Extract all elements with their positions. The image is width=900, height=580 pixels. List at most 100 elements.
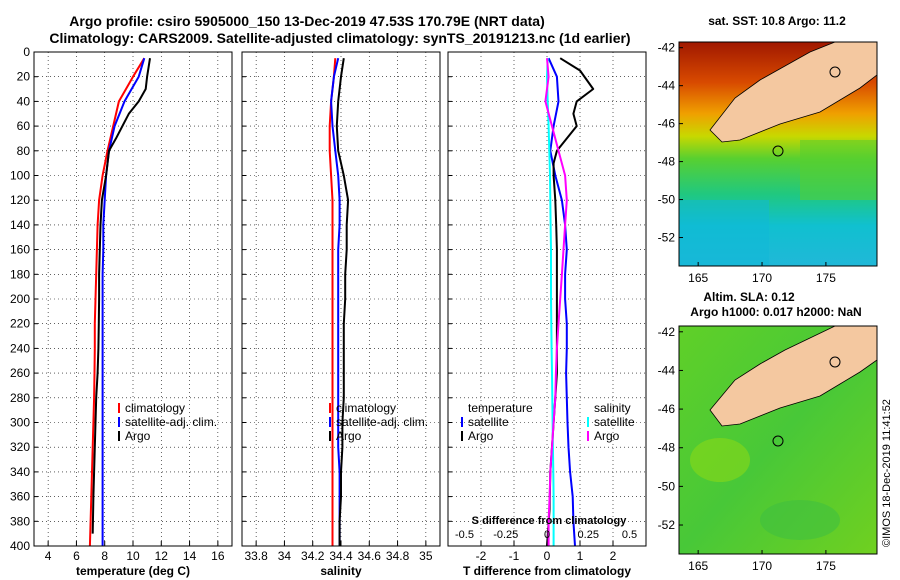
temperature-xtick-label: 10 <box>126 549 140 563</box>
difference-series-s-satellite <box>546 58 555 546</box>
difference-legend-label: satellite <box>468 415 509 429</box>
salinity-xtick-label: 33.8 <box>244 549 268 563</box>
salinity-series-climatology <box>328 58 337 546</box>
temperature-ytick-label: 340 <box>10 465 30 479</box>
difference-series-s-argo <box>544 58 568 546</box>
sla-map-xtick-label: 165 <box>688 559 708 573</box>
sst-map-xtick-label: 175 <box>816 271 836 285</box>
temperature-ytick-label: 320 <box>10 440 30 454</box>
sla-map-ytick-label: -46 <box>658 402 676 416</box>
temperature-ytick-label: 380 <box>10 514 30 528</box>
salinity-series-argo <box>335 58 350 546</box>
salinity-legend-label: climatology <box>336 401 396 415</box>
figure-title-line2: Climatology: CARS2009. Satellite-adjuste… <box>49 30 630 46</box>
difference-s-tick-label: 0.25 <box>578 529 599 541</box>
difference-s-tick-label: 0 <box>544 529 550 541</box>
sla-map-ytick-label: -50 <box>658 479 676 493</box>
salinity-xtick-label: 34.2 <box>301 549 325 563</box>
difference-s-axis-label: S difference from climatology <box>472 515 628 527</box>
temperature-xtick-label: 4 <box>45 549 52 563</box>
salinity-xlabel: salinity <box>320 564 362 578</box>
temperature-xlabel: temperature (deg C) <box>76 564 190 578</box>
new-zealand-land-sla <box>709 326 877 427</box>
temperature-ytick-label: 160 <box>10 243 30 257</box>
sst-map-ytick-label: -52 <box>658 231 676 245</box>
difference-xtick-label: -2 <box>476 549 487 563</box>
temperature-legend-label: satellite-adj. clim. <box>125 415 217 429</box>
sla-map-argo-marker <box>772 435 784 447</box>
difference-s-tick-label: -0.5 <box>455 529 474 541</box>
salinity-xtick-label: 35 <box>419 549 433 563</box>
temperature-series-satellite-adj-clim- <box>101 57 146 546</box>
sst-map-ytick-label: -44 <box>658 79 676 93</box>
temperature-ytick-label: 240 <box>10 341 30 355</box>
sst-map-xtick-label: 170 <box>752 271 772 285</box>
difference-xtick-label: 0 <box>544 549 551 563</box>
temperature-ytick-label: 40 <box>17 94 31 108</box>
sst-map-argo-marker <box>772 145 784 157</box>
temperature-ytick-label: 20 <box>17 70 31 84</box>
sla-map-xtick-label: 175 <box>816 559 836 573</box>
temperature-xtick-label: 8 <box>101 549 108 563</box>
sla-map-ytick-label: -48 <box>658 441 676 455</box>
temperature-panel: 4 6 8 10 12 14 1602040608010012014016018020022… <box>10 45 233 578</box>
temperature-series-climatology <box>88 57 146 547</box>
sla-map-ytick-label: -42 <box>658 325 676 339</box>
temperature-ytick-label: 140 <box>10 218 30 232</box>
sst-map-ytick-label: -46 <box>658 117 676 131</box>
sst-map-title: sat. SST: 10.8 Argo: 11.2 <box>708 14 846 28</box>
sst-map-xtick-label: 165 <box>688 271 708 285</box>
salinity-panel: 33.8 34 34.2 34.4 34.6 34.8 35 salinity climatol… <box>241 51 441 578</box>
difference-s-tick-label: -0.25 <box>493 529 518 541</box>
temperature-ytick-label: 360 <box>10 490 30 504</box>
salinity-xtick-label: 34.4 <box>329 549 353 563</box>
difference-xtick-label: 2 <box>610 549 617 563</box>
sla-map-ytick-label: -52 <box>658 518 676 532</box>
sst-map-ytick-label: -48 <box>658 155 676 169</box>
temperature-ytick-label: 400 <box>10 539 30 553</box>
temperature-series-argo <box>91 58 151 534</box>
temperature-xtick-label: 16 <box>211 549 225 563</box>
salinity-series-satellite-adj-clim- <box>330 57 341 546</box>
sla-map: 165 170 175 -42 -44 -46 -48 -50 -52 <box>658 325 878 573</box>
sst-map-reference-marker <box>829 66 841 78</box>
sst-map-ytick-label: -42 <box>658 41 676 55</box>
temperature-ytick-label: 80 <box>17 144 31 158</box>
difference-legend-label: Argo <box>594 429 620 443</box>
sla-map-subtitle: Argo h1000: 0.017 h2000: NaN <box>690 305 861 319</box>
sla-map-xtick-label: 170 <box>752 559 772 573</box>
temperature-xtick-label: 14 <box>183 549 197 563</box>
difference-legend-salinity-title: salinity <box>594 401 631 415</box>
temperature-ytick-label: 260 <box>10 366 30 380</box>
sla-map-title: Altim. SLA: 0.12 <box>703 290 795 304</box>
difference-s-tick-label: 0.5 <box>622 529 637 541</box>
sst-map: 165 170 175 -42 -44 -46 -48 -50 -52 <box>658 41 878 285</box>
salinity-xtick-label: 34.8 <box>386 549 410 563</box>
temperature-ytick-label: 180 <box>10 267 30 281</box>
difference-legend-label: Argo <box>468 429 494 443</box>
difference-legend-temperature-title: temperature <box>468 401 533 415</box>
temperature-ytick-label: 220 <box>10 317 30 331</box>
salinity-xtick-label: 34 <box>278 549 292 563</box>
figure-title-line1: Argo profile: csiro 5905000_150 13-Dec-2… <box>69 13 544 29</box>
temperature-ytick-label: 200 <box>10 292 30 306</box>
imos-label: ©IMOS 18-Dec-2019 11:41:52 <box>881 399 893 547</box>
temperature-ytick-label: 60 <box>17 119 31 133</box>
sst-map-ytick-label: -50 <box>658 193 676 207</box>
difference-xtick-label: -1 <box>509 549 520 563</box>
salinity-legend-label: Argo <box>336 429 362 443</box>
temperature-legend-label: Argo <box>125 429 151 443</box>
temperature-ytick-label: 300 <box>10 416 30 430</box>
difference-xtick-label: 1 <box>577 549 584 563</box>
sla-map-ytick-label: -44 <box>658 363 676 377</box>
temperature-ytick-label: 0 <box>23 45 30 59</box>
salinity-legend-label: satellite-adj. clim. <box>336 415 428 429</box>
temperature-xtick-label: 6 <box>73 549 80 563</box>
sla-map-reference-marker <box>829 356 841 368</box>
temperature-ytick-label: 280 <box>10 391 30 405</box>
salinity-xtick-label: 34.6 <box>358 549 382 563</box>
temperature-xtick-label: 12 <box>155 549 169 563</box>
difference-panel: -2 -1 0 1 2T difference from climatology temp… <box>447 51 647 578</box>
difference-xlabel: T difference from climatology <box>463 564 631 578</box>
